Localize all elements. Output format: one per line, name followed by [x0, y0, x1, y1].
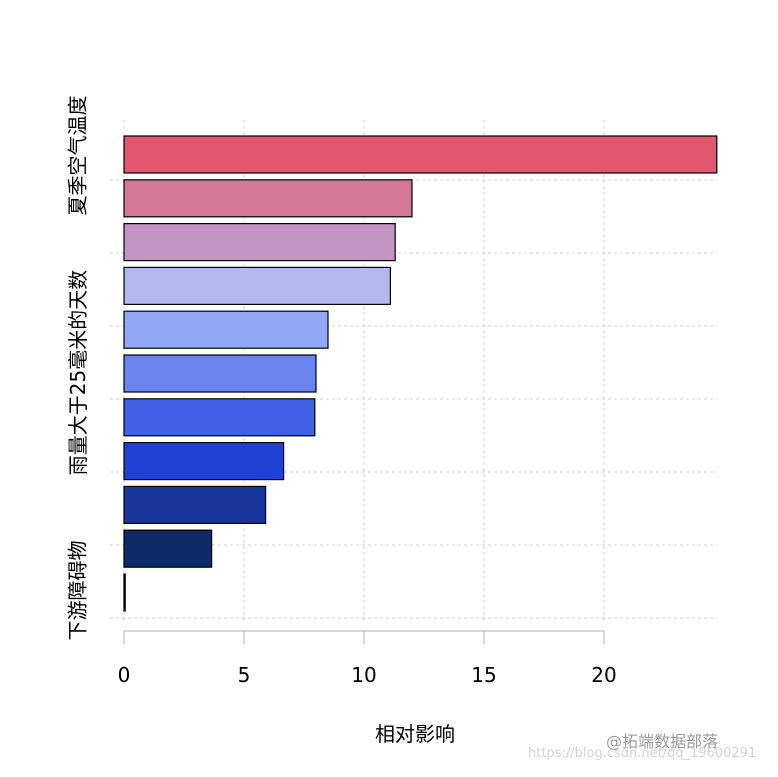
- x-tick-label: 0: [117, 663, 131, 687]
- bar: [123, 179, 413, 218]
- watermark-brand: @拓端数据部落: [606, 732, 719, 751]
- watermark-url: https://blog.csdn.net/qq_19600291: [528, 746, 757, 761]
- bars: [123, 135, 718, 612]
- y-tick-label: 夏季空气温度: [65, 95, 90, 215]
- x-axis-title: 相对影响: [375, 722, 455, 746]
- bar: [123, 398, 316, 437]
- bar: [123, 310, 329, 349]
- y-tick-label: 雨量大于25毫米的天数: [65, 269, 90, 475]
- bar: [123, 485, 267, 524]
- bar: [123, 442, 285, 481]
- x-tick-label: 10: [351, 663, 377, 687]
- x-tick-label: 20: [591, 663, 617, 687]
- bar: [123, 223, 396, 262]
- x-tick-label: 15: [471, 663, 497, 687]
- gridlines: [110, 120, 717, 622]
- bar: [123, 135, 718, 174]
- y-tick-label: 下游障碍物: [65, 540, 90, 640]
- bar: [123, 573, 126, 612]
- bar: [123, 354, 317, 393]
- bar: [123, 529, 213, 568]
- bar: [123, 266, 391, 305]
- x-axis: [123, 630, 605, 644]
- x-tick-label: 5: [237, 663, 251, 687]
